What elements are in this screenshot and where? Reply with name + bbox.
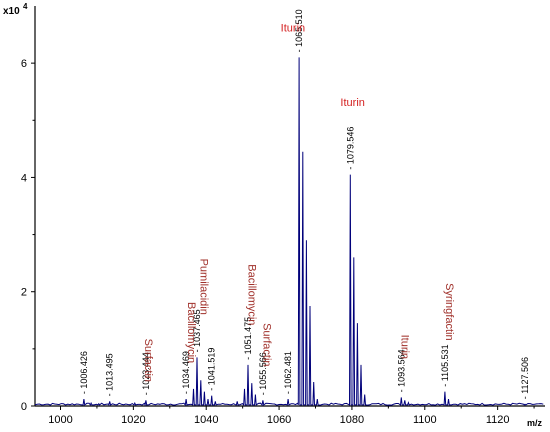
compound-label: Bacillomycin [185, 302, 197, 363]
y-scale-factor: x10 4 [3, 2, 28, 17]
compound-label: Iturin [399, 335, 411, 359]
compound-label-text: Bacillomycin [246, 264, 258, 325]
peak-label: - 1079.546 [345, 127, 355, 170]
x-tick-label: 1000 [48, 414, 72, 426]
peak-labels: - 1006.426 - 1013.495 - 1023.444 - 1034.469… [79, 9, 530, 399]
x-tick-label: 1060 [267, 414, 291, 426]
y-scale-exponent: 4 [23, 2, 28, 11]
compound-label-text: Pumilacidin [197, 259, 209, 315]
peak-label: - 1093.564 [396, 349, 406, 392]
compound-label: Pumilacidin [197, 259, 209, 315]
peak-label-text: - 1041.519 [207, 348, 217, 391]
compound-label: Iturin [281, 23, 305, 35]
y-tick-label: 6 [21, 58, 27, 70]
compound-label: Surfactin [142, 339, 154, 382]
peak-label: - 1055.566 [258, 352, 268, 395]
compound-label-text: Surfactin [142, 339, 154, 382]
peak-label-text: - 1023.444 [141, 352, 151, 395]
y-axis-ticks: 0 2 4 6 [21, 58, 35, 413]
peak-label-text: - 1055.566 [258, 352, 268, 395]
compound-label-text: Iturin [399, 335, 411, 359]
peak-label-text: - 1006.426 [79, 351, 89, 394]
compound-label: Iturin [340, 97, 364, 109]
compound-label-text: Surfactin [260, 323, 272, 366]
peak-label: - 1034.469 [181, 351, 191, 394]
x-axis-ticks: 1000 1020 1040 1060 1080 1100 1120 [48, 406, 535, 426]
y-tick-label: 0 [21, 401, 27, 413]
x-tick-label: 1120 [486, 414, 510, 426]
peak-label: - 1065.510 [294, 9, 304, 52]
peak-label-text: - 1127.506 [520, 357, 530, 399]
x-tick-label: 1040 [194, 414, 218, 426]
compound-label: Surfactin [260, 323, 272, 366]
spectrum-line [34, 57, 544, 407]
peak-label-text: - 1079.546 [345, 127, 355, 170]
peak-label-text: - 1013.495 [105, 353, 115, 396]
compound-label: Bacillomycin [246, 264, 258, 325]
y-tick-label: 4 [21, 172, 27, 184]
peak-label: - 1041.519 [207, 348, 217, 391]
x-tick-label: 1020 [121, 414, 145, 426]
y-scale-base: x10 [3, 6, 20, 17]
compound-label-text: Bacillomycin [185, 302, 197, 363]
peak-label: - 1105.531 [440, 344, 450, 386]
peak-label: - 1023.444 [141, 352, 151, 395]
peak-label-text: - 1065.510 [294, 9, 304, 52]
x-tick-label: 1080 [340, 414, 364, 426]
peak-label: - 1127.506 [520, 357, 530, 399]
chart-axes [34, 6, 545, 407]
peak-label: - 1037.465 [192, 309, 202, 352]
peak-label: - 1062.481 [283, 351, 293, 394]
peak-label: - 1051.475 [243, 317, 253, 360]
compound-label: Syringfactin [443, 283, 455, 340]
peak-label-text: - 1034.469 [181, 351, 191, 394]
peak-label-text: - 1051.475 [243, 317, 253, 360]
peak-label-text: - 1037.465 [192, 309, 202, 352]
peak-label-text: - 1105.531 [440, 344, 450, 386]
x-tick-label: 1100 [413, 414, 437, 426]
peak-label: - 1013.495 [105, 353, 115, 396]
y-tick-label: 2 [21, 287, 27, 299]
peak-label-text: - 1093.564 [396, 349, 406, 392]
peak-label-text: - 1062.481 [283, 351, 293, 394]
compound-label-text: Syringfactin [443, 283, 455, 340]
x-axis-label: m/z [527, 418, 543, 428]
peak-label: - 1006.426 [79, 351, 89, 394]
